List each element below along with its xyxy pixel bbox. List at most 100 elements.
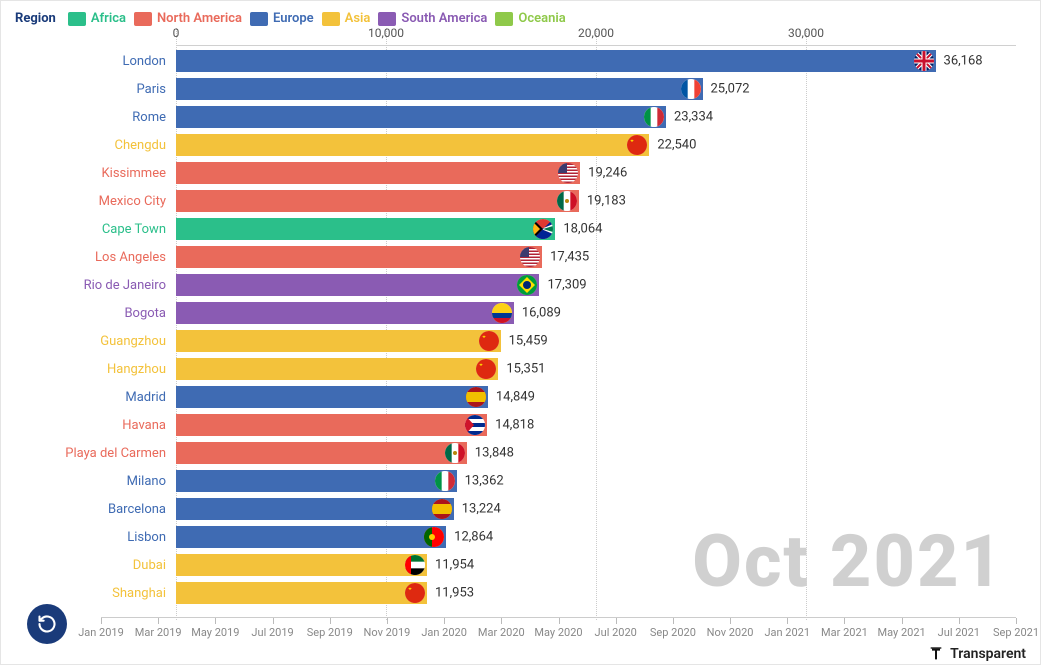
bar-row: Madrid14,849 — [176, 386, 1016, 408]
bar-value: 13,362 — [465, 474, 504, 489]
legend-item-asia[interactable]: Asia — [322, 11, 371, 26]
legend-label: Africa — [91, 11, 126, 26]
bar-value: 17,435 — [550, 250, 589, 265]
swatch-icon — [495, 12, 513, 26]
bar[interactable]: 19,246 — [176, 162, 580, 184]
timeline-tick — [787, 618, 788, 624]
timeline-tick — [330, 618, 331, 624]
bar-row: Lisbon12,864 — [176, 526, 1016, 548]
timeline-tick — [158, 618, 159, 624]
bar[interactable]: 19,183 — [176, 190, 579, 212]
flag-icon — [432, 499, 452, 519]
bar[interactable]: 23,334 — [176, 106, 666, 128]
chart-area: 010,00020,00030,000London36,168Paris25,0… — [1, 45, 1040, 614]
timeline-tick — [559, 618, 560, 624]
flag-icon — [435, 471, 455, 491]
bar[interactable]: 22,540 — [176, 134, 649, 156]
bar-label: London — [122, 54, 166, 69]
bar-row: Rio de Janeiro17,309 — [176, 274, 1016, 296]
bar-label: Barcelona — [108, 502, 166, 517]
bar-label: Dubai — [133, 558, 166, 573]
swatch-icon — [68, 12, 86, 26]
flag-icon — [424, 527, 444, 547]
bar[interactable]: 15,459 — [176, 330, 501, 352]
bar-label: Mexico City — [99, 194, 166, 209]
bar[interactable]: 12,864 — [176, 526, 446, 548]
bar-row: Kissimmee19,246 — [176, 162, 1016, 184]
bar[interactable]: 36,168 — [176, 50, 936, 72]
timeline-tick — [101, 618, 102, 624]
bar-value: 17,309 — [547, 278, 586, 293]
brand-logo-icon — [928, 646, 944, 662]
bar-value: 14,818 — [495, 418, 534, 433]
legend-label: North America — [157, 11, 242, 26]
x-axis-label: 10,000 — [368, 26, 404, 40]
timeline-axis[interactable]: Jan 2019Mar 2019May 2019Jul 2019Sep 2019… — [101, 617, 1016, 650]
flag-icon — [465, 415, 485, 435]
bar[interactable]: 17,309 — [176, 274, 539, 296]
bar-value: 15,351 — [506, 362, 545, 377]
bar-value: 19,183 — [587, 194, 626, 209]
bar[interactable]: 25,072 — [176, 78, 703, 100]
bar-label: Playa del Carmen — [65, 446, 166, 461]
timeline-label: Jul 2020 — [595, 626, 637, 639]
bar[interactable]: 13,848 — [176, 442, 467, 464]
timeline-label: Mar 2020 — [478, 626, 525, 639]
flag-icon — [517, 275, 537, 295]
legend-item-south-america[interactable]: South America — [378, 11, 487, 26]
legend-label: Oceania — [518, 11, 565, 26]
timeline-label: Nov 2019 — [364, 626, 411, 639]
legend-item-north-america[interactable]: North America — [134, 11, 242, 26]
timeline-tick — [387, 618, 388, 624]
bar-label: Rio de Janeiro — [84, 278, 166, 293]
bar-row: Havana14,818 — [176, 414, 1016, 436]
bar-row: Bogota16,089 — [176, 302, 1016, 324]
legend-item-europe[interactable]: Europe — [250, 11, 314, 26]
timeline-label: May 2020 — [534, 626, 582, 639]
timeline-label: Jul 2021 — [938, 626, 980, 639]
bar-row: Los Angeles17,435 — [176, 246, 1016, 268]
legend-label: Europe — [273, 11, 314, 26]
timeline-tick — [273, 618, 274, 624]
bar[interactable]: 13,224 — [176, 498, 454, 520]
bar[interactable]: 18,064 — [176, 218, 555, 240]
legend-item-africa[interactable]: Africa — [68, 11, 126, 26]
legend-item-oceania[interactable]: Oceania — [495, 11, 565, 26]
bar[interactable]: 14,849 — [176, 386, 488, 408]
bar-label: Lisbon — [127, 530, 166, 545]
bar-label: Milano — [127, 474, 166, 489]
bar[interactable]: 13,362 — [176, 470, 457, 492]
bar-label: Rome — [132, 110, 166, 125]
bar[interactable]: 16,089 — [176, 302, 514, 324]
timeline-tick — [844, 618, 845, 624]
bar-row: Dubai11,954 — [176, 554, 1016, 576]
timeline-label: Mar 2019 — [135, 626, 182, 639]
bar[interactable]: 11,954 — [176, 554, 427, 576]
timeline-tick — [616, 618, 617, 624]
brand-label: Transparent — [928, 646, 1026, 662]
timeline-label: Jul 2019 — [251, 626, 293, 639]
timeline-label: May 2021 — [878, 626, 926, 639]
bar-row: London36,168 — [176, 50, 1016, 72]
bar[interactable]: 14,818 — [176, 414, 487, 436]
chart-frame: { "legend": { "title": "Region", "items"… — [0, 0, 1041, 665]
timeline-tick — [501, 618, 502, 624]
timeline-label: Sep 2020 — [650, 626, 696, 639]
timeline-label: Jan 2021 — [764, 626, 810, 639]
restart-button[interactable] — [27, 604, 67, 644]
bar-value: 13,224 — [462, 502, 501, 517]
bar[interactable]: 15,351 — [176, 358, 498, 380]
bar-label: Hangzhou — [107, 362, 166, 377]
timeline-label: Mar 2021 — [821, 626, 868, 639]
bar[interactable]: 17,435 — [176, 246, 542, 268]
bar-row: Paris25,072 — [176, 78, 1016, 100]
flag-icon — [520, 247, 540, 267]
x-axis-label: 0 — [173, 26, 180, 40]
x-axis-label: 30,000 — [788, 26, 824, 40]
bar-label: Los Angeles — [95, 250, 166, 265]
bar-value: 23,334 — [674, 110, 713, 125]
timeline-label: Jan 2020 — [421, 626, 467, 639]
bar-value: 18,064 — [563, 222, 602, 237]
bar[interactable]: 11,953 — [176, 582, 427, 604]
bar-value: 19,246 — [588, 166, 627, 181]
